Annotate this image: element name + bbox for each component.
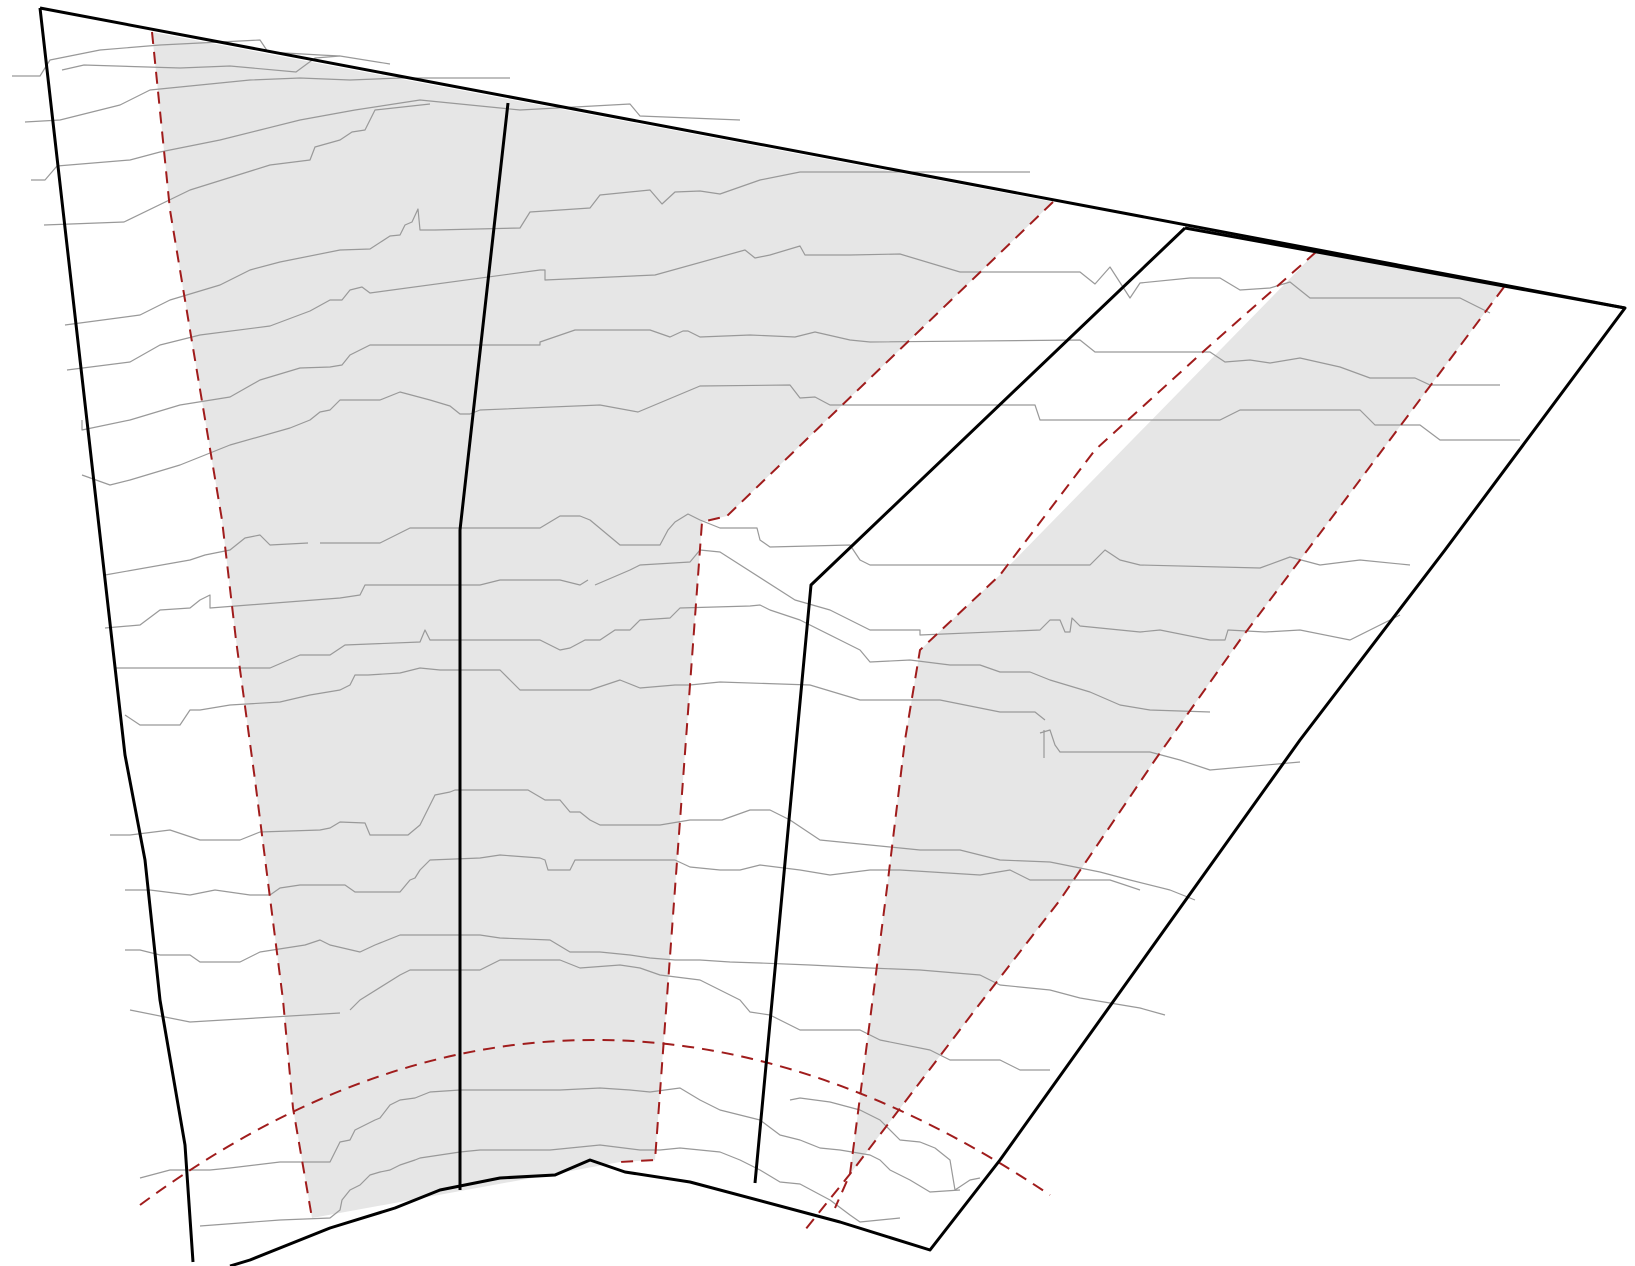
contour-line: [125, 934, 1166, 1016]
dashed-line: [151, 31, 313, 1219]
contour-line: [139, 1087, 961, 1193]
contour-line: [1039, 729, 1301, 771]
contour-line: [43, 103, 431, 226]
contour-line: [125, 854, 1141, 896]
inner-boundary-right: [753, 226, 1187, 1184]
solid-boundaries: [38, 6, 1627, 1266]
inner-top-edge: [1184, 226, 1626, 310]
shaded-bands: [152, 32, 1504, 1218]
contour-line: [124, 667, 1046, 726]
dashed-line: [834, 251, 1317, 1209]
contour-line: [66, 245, 1491, 371]
contour-line: [789, 1097, 981, 1191]
contour-line: [31, 99, 741, 181]
inner-boundary-left: [458, 102, 510, 1190]
shaded-band-left: [152, 32, 1053, 1218]
contour-line: [115, 604, 1211, 713]
contour-line: [349, 959, 1050, 1071]
contour-line: [199, 1144, 901, 1227]
contour-line: [129, 1009, 341, 1023]
dashed-line: [804, 286, 1505, 1231]
contour-line: [104, 579, 589, 629]
contour-line: [81, 329, 1500, 431]
contour-line: [320, 513, 1411, 569]
contour-line: [12, 39, 391, 77]
contour-line: [81, 384, 1520, 486]
dashed-lines: [139, 31, 1505, 1231]
left-boundary: [38, 7, 195, 1263]
contour-line: [594, 549, 1401, 641]
contour-lines: [12, 39, 1520, 1227]
contour-line: [24, 77, 510, 123]
dashed-arc: [139, 1038, 1051, 1206]
contour-line: [110, 789, 1196, 901]
dashed-line: [619, 201, 1054, 1163]
shaded-band-right: [850, 252, 1504, 1174]
contour-line: [64, 171, 1030, 326]
outer-boundary: [39, 6, 1627, 1266]
contour-line: [104, 534, 309, 576]
contour-line: [61, 55, 341, 73]
